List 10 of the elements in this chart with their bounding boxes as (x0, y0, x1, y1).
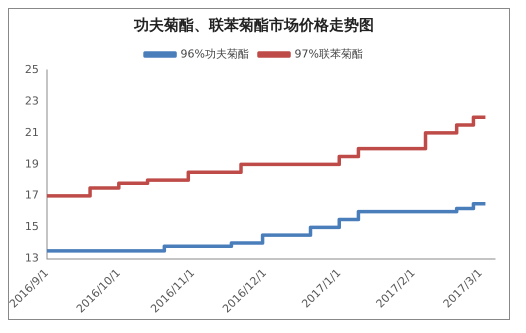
y-tick-label: 25 (24, 62, 39, 76)
y-tick-label: 17 (24, 188, 39, 202)
y-tick-label: 23 (24, 94, 39, 108)
y-tick-label: 19 (24, 157, 39, 170)
chart-title: 功夫菊酯、联苯菊酯市场价格走势图 (133, 16, 374, 34)
y-tick-label: 21 (24, 126, 39, 139)
y-tick-label: 13 (24, 252, 39, 265)
legend-label: 96%功夫菊酯 (180, 47, 250, 60)
y-tick-label: 15 (24, 220, 39, 234)
legend-label: 97%联苯菊酯 (294, 47, 363, 60)
